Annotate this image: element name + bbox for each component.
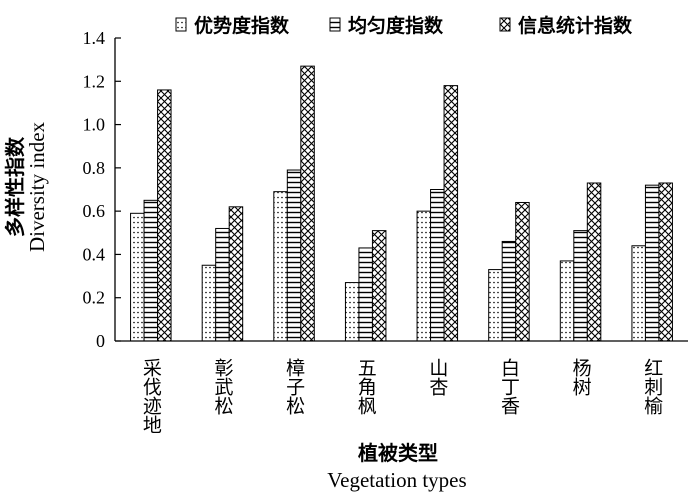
- bar: [515, 201, 530, 342]
- category-labels: 采伐迹地 彰武松 樟子松 五角枫 山杏 白丁香 杨树 红刺榆: [140, 358, 663, 434]
- y-tick-label: 1.2: [83, 71, 106, 91]
- legend-swatch: [499, 17, 511, 32]
- category-label: 彰武松: [211, 358, 233, 415]
- y-axis-title-cn: 多样性指数: [3, 136, 27, 237]
- category-label: 樟子松: [283, 358, 305, 415]
- bar: [573, 230, 588, 342]
- bar: [286, 169, 302, 342]
- bar: [130, 212, 145, 342]
- bar: [644, 184, 660, 342]
- y-tick-label: 0.4: [83, 244, 106, 264]
- legend-label: 优势度指数: [194, 14, 290, 37]
- category-label: 山杏: [426, 358, 448, 396]
- y-tick-label: 1.4: [83, 28, 106, 48]
- y-tick-label: 0.8: [83, 158, 106, 178]
- x-axis-title-en: Vegetation types: [327, 468, 466, 492]
- bar: [273, 191, 288, 342]
- y-tick-label: 0: [96, 331, 105, 351]
- legend-label: 均匀度指数: [348, 14, 444, 37]
- bar: [631, 245, 646, 342]
- bar: [416, 210, 432, 342]
- bar: [358, 247, 373, 342]
- category-label: 红刺榆: [641, 358, 663, 415]
- bar: [658, 182, 673, 342]
- bar: [143, 199, 159, 342]
- y-tick-label: 1.0: [83, 115, 106, 135]
- y-tick-label: 0.6: [83, 201, 106, 221]
- legend-label: 信息统计指数: [518, 14, 633, 37]
- x-axis-title-cn: 植被类型: [358, 441, 438, 465]
- bar: [371, 230, 387, 342]
- bar: [344, 282, 360, 342]
- bar: [501, 240, 517, 342]
- category-label: 杨树: [570, 358, 592, 396]
- legend-swatch: [329, 17, 341, 32]
- category-label: 采伐迹地: [140, 358, 162, 434]
- legend-swatch: [175, 17, 187, 32]
- y-axis-ticks: 0 0.2 0.4 0.6 0.8 1.0 1.2 1.4: [83, 28, 121, 351]
- bars: [130, 65, 673, 342]
- bar: [443, 85, 459, 342]
- y-axis-title-en: Diversity index: [25, 121, 49, 252]
- bar: [300, 65, 315, 342]
- category-label: 白丁香: [498, 358, 520, 415]
- bar: [559, 260, 575, 342]
- bar: [228, 206, 244, 342]
- y-tick-label: 0.2: [83, 288, 106, 308]
- bar: [586, 182, 602, 342]
- bar: [157, 89, 172, 342]
- bar: [215, 227, 230, 342]
- bar: [488, 269, 503, 342]
- bar: [430, 189, 445, 342]
- bar: [201, 264, 217, 342]
- legend: 优势度指数 均匀度指数 信息统计指数: [175, 14, 633, 37]
- category-label: 五角枫: [355, 358, 377, 415]
